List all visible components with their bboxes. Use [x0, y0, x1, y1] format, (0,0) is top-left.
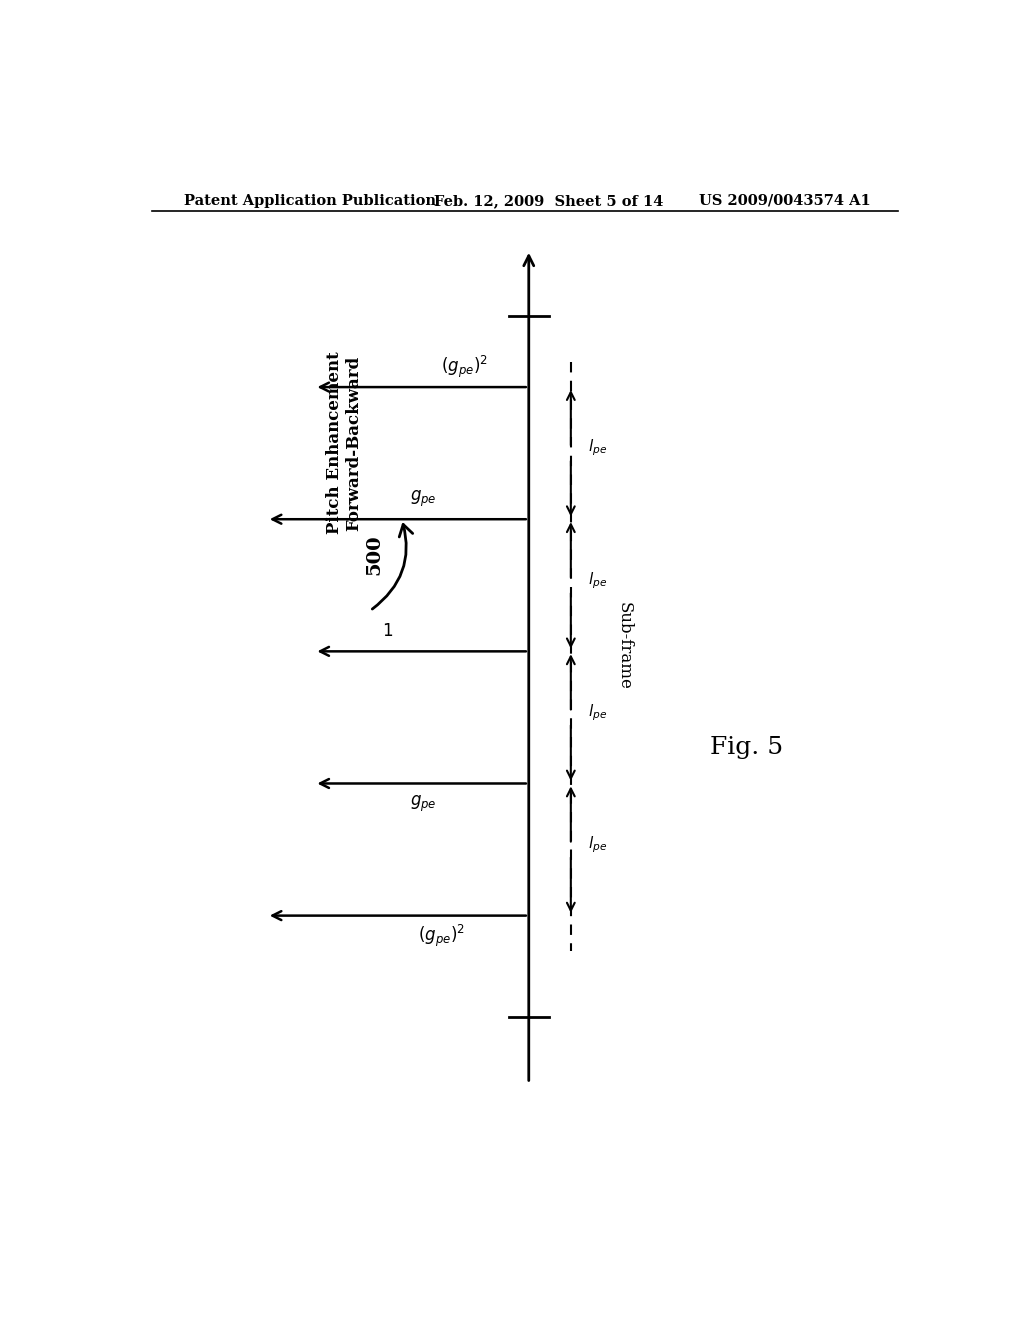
Text: US 2009/0043574 A1: US 2009/0043574 A1: [699, 194, 871, 209]
Text: Fig. 5: Fig. 5: [711, 737, 783, 759]
Text: Pitch Enhancement: Pitch Enhancement: [326, 351, 343, 535]
Text: Patent Application Publication: Patent Application Publication: [183, 194, 435, 209]
Text: Feb. 12, 2009  Sheet 5 of 14: Feb. 12, 2009 Sheet 5 of 14: [433, 194, 663, 209]
Text: $(g_{pe})^2$: $(g_{pe})^2$: [418, 923, 465, 949]
Text: Forward-Backward: Forward-Backward: [346, 355, 362, 531]
FancyArrowPatch shape: [373, 524, 413, 609]
Text: $l_{pe}$: $l_{pe}$: [588, 702, 607, 722]
Text: $g_{pe}$: $g_{pe}$: [410, 793, 436, 814]
Text: Sub-frame: Sub-frame: [615, 602, 633, 690]
Text: $l_{pe}$: $l_{pe}$: [588, 438, 607, 458]
Text: $l_{pe}$: $l_{pe}$: [588, 570, 607, 590]
Text: $(g_{pe})^2$: $(g_{pe})^2$: [441, 354, 488, 380]
Text: 500: 500: [365, 535, 383, 576]
Text: $1$: $1$: [382, 623, 393, 639]
Text: $l_{pe}$: $l_{pe}$: [588, 834, 607, 855]
Text: $g_{pe}$: $g_{pe}$: [410, 488, 436, 510]
